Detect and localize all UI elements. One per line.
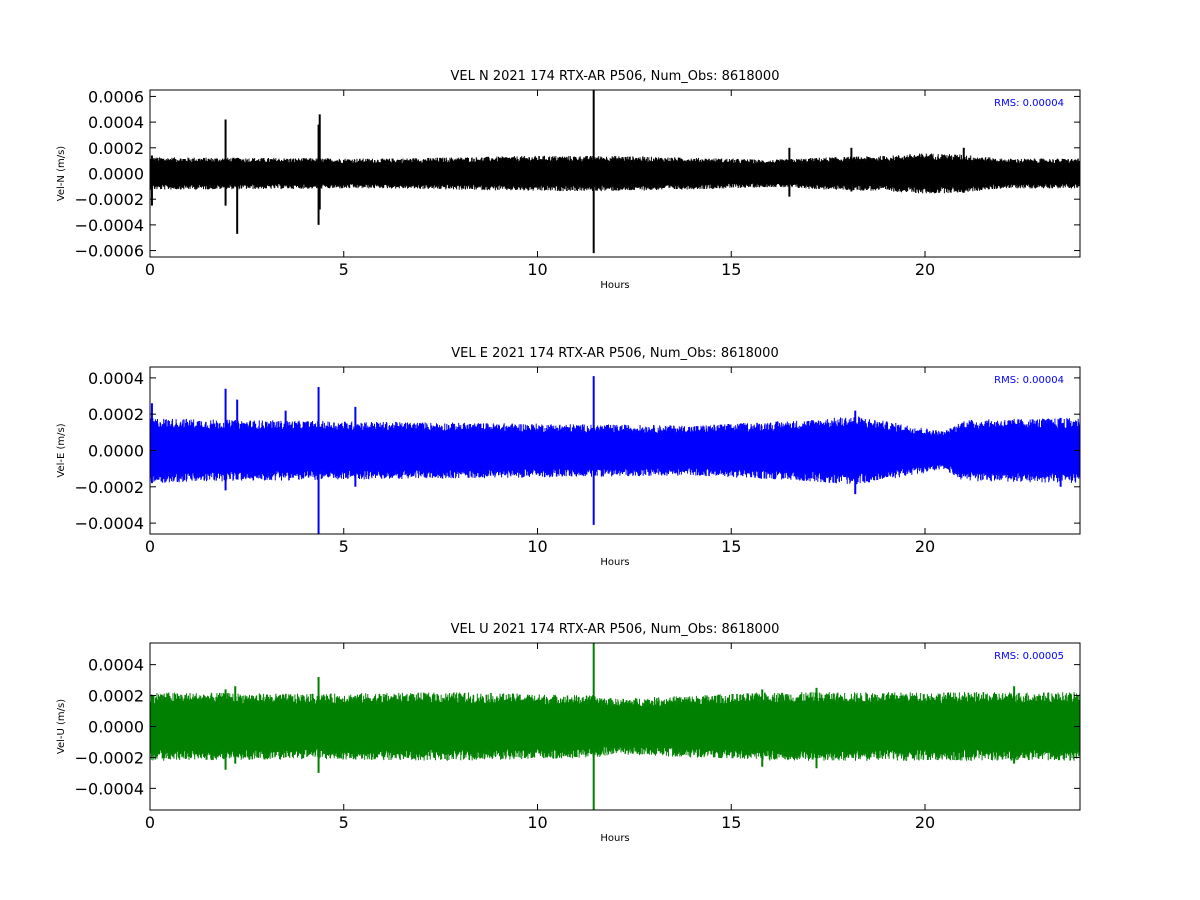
chart-title-n: VEL N 2021 174 RTX-AR P506, Num_Obs: 861… <box>451 69 780 84</box>
x-tick-label-u-0: 0 <box>145 813 155 832</box>
x-tick-label-e-3: 15 <box>721 537 741 556</box>
x-tick-label-u-3: 15 <box>721 813 741 832</box>
y-axis-label-u: Vel-U (m/s) <box>56 699 67 754</box>
x-tick-label-n-1: 5 <box>339 260 349 279</box>
x-axis-label-n: Hours <box>600 280 629 291</box>
x-axis-label-u: Hours <box>600 833 629 844</box>
y-tick-label-e-2: 0.0000 <box>88 442 144 461</box>
y-tick-label-u-3: 0.0002 <box>88 687 144 706</box>
y-tick-label-e-0: −0.0004 <box>75 514 144 533</box>
y-tick-label-n-2: −0.0002 <box>75 190 144 209</box>
x-tick-label-e-4: 20 <box>915 537 935 556</box>
panel-vel-n: VEL N 2021 174 RTX-AR P506, Num_Obs: 861… <box>56 69 1081 291</box>
y-tick-label-u-0: −0.0004 <box>75 779 144 798</box>
x-axis-label-e: Hours <box>600 557 629 568</box>
rms-annotation-u: RMS: 0.00005 <box>994 651 1064 662</box>
y-tick-label-n-3: 0.0000 <box>88 165 144 184</box>
x-tick-label-n-0: 0 <box>145 260 155 279</box>
y-tick-label-e-1: −0.0002 <box>75 478 144 497</box>
y-tick-label-n-6: 0.0006 <box>88 87 144 106</box>
chart-title-e: VEL E 2021 174 RTX-AR P506, Num_Obs: 861… <box>451 346 778 361</box>
panel-vel-e: VEL E 2021 174 RTX-AR P506, Num_Obs: 861… <box>56 346 1081 568</box>
x-tick-label-e-0: 0 <box>145 537 155 556</box>
x-tick-label-n-4: 20 <box>915 260 935 279</box>
y-axis-label-e: Vel-E (m/s) <box>56 423 67 477</box>
y-axis-label-n: Vel-N (m/s) <box>56 146 67 201</box>
y-tick-label-u-1: −0.0002 <box>75 748 144 767</box>
series-e-noise <box>150 416 1080 486</box>
x-tick-label-e-1: 5 <box>339 537 349 556</box>
series-n-noise <box>150 153 1080 194</box>
series-e-0 <box>150 376 1080 534</box>
y-tick-label-e-4: 0.0004 <box>88 369 144 388</box>
rms-annotation-e: RMS: 0.00004 <box>994 375 1064 386</box>
x-tick-label-n-3: 15 <box>721 260 741 279</box>
series-u-0 <box>150 643 1080 810</box>
x-tick-label-e-2: 10 <box>527 537 547 556</box>
y-tick-label-n-1: −0.0004 <box>75 216 144 235</box>
series-n-0 <box>150 90 1080 254</box>
y-tick-label-e-3: 0.0002 <box>88 405 144 424</box>
x-tick-label-u-1: 5 <box>339 813 349 832</box>
y-tick-label-n-0: −0.0006 <box>75 242 144 261</box>
y-tick-label-u-4: 0.0004 <box>88 656 144 675</box>
panel-vel-u: VEL U 2021 174 RTX-AR P506, Num_Obs: 861… <box>56 622 1081 844</box>
y-tick-label-n-5: 0.0004 <box>88 113 144 132</box>
rms-annotation-n: RMS: 0.00004 <box>994 98 1064 109</box>
series-u-noise <box>150 692 1080 761</box>
x-tick-label-n-2: 10 <box>527 260 547 279</box>
x-tick-label-u-4: 20 <box>915 813 935 832</box>
y-tick-label-n-4: 0.0002 <box>88 139 144 158</box>
y-tick-label-u-2: 0.0000 <box>88 718 144 737</box>
x-tick-label-u-2: 10 <box>527 813 547 832</box>
chart-title-u: VEL U 2021 174 RTX-AR P506, Num_Obs: 861… <box>451 622 780 637</box>
